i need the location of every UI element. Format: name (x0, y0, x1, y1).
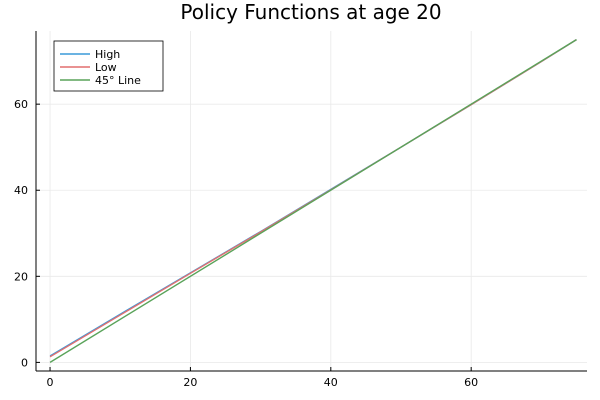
x-tick-label: 20 (183, 376, 197, 389)
tick-labels: 0 20 40 60 0 20 40 60 (14, 98, 478, 389)
x-tick-label: 40 (324, 376, 338, 389)
y-tick-label: 40 (14, 184, 28, 197)
y-tick-label: 0 (21, 356, 28, 369)
legend-entry: High (95, 48, 120, 61)
legend-box (53, 40, 164, 92)
series-lines (49, 39, 577, 363)
y-tick-label: 60 (14, 98, 28, 111)
legend-entry: 45° Line (95, 74, 141, 87)
series-line-2 (49, 39, 577, 363)
y-tick-label: 20 (14, 270, 28, 283)
x-tick-label: 60 (464, 376, 478, 389)
chart-title: Policy Functions at age 20 (180, 0, 441, 24)
grid (36, 31, 587, 371)
x-tick-label: 0 (47, 376, 54, 389)
legend-entry: Low (95, 61, 117, 74)
axes (35, 31, 587, 372)
